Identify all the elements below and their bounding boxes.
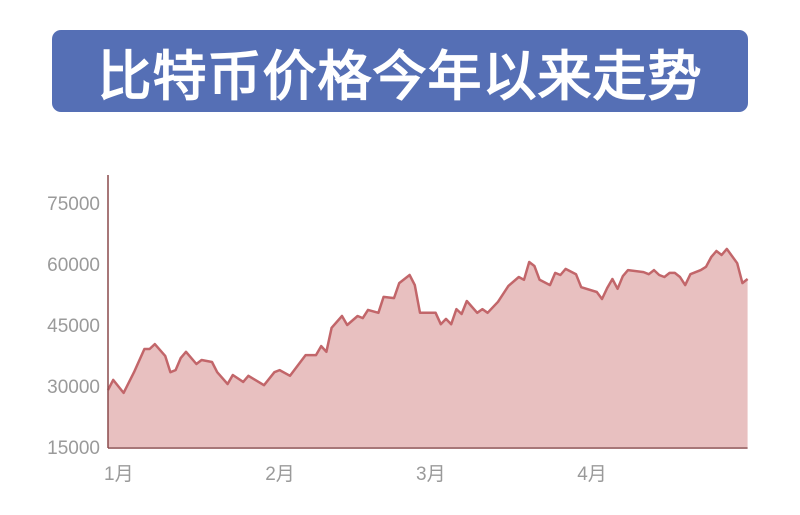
x-tick-label: 4月 [577,464,607,485]
y-tick-label: 75000 [47,194,100,215]
series-line [106,247,749,395]
y-tick-label: 45000 [47,316,100,337]
area-fill [108,248,748,447]
y-tick-label: 15000 [47,438,100,459]
y-tick-label: 30000 [47,377,100,398]
x-tick-label: 1月 [104,464,134,485]
x-tick-label: 3月 [416,464,446,485]
x-tick-label: 2月 [265,464,295,485]
y-tick-label: 60000 [47,255,100,276]
chart-title-banner: 比特币价格今年以来走势 [52,30,748,112]
chart-title: 比特币价格今年以来走势 [97,44,703,108]
